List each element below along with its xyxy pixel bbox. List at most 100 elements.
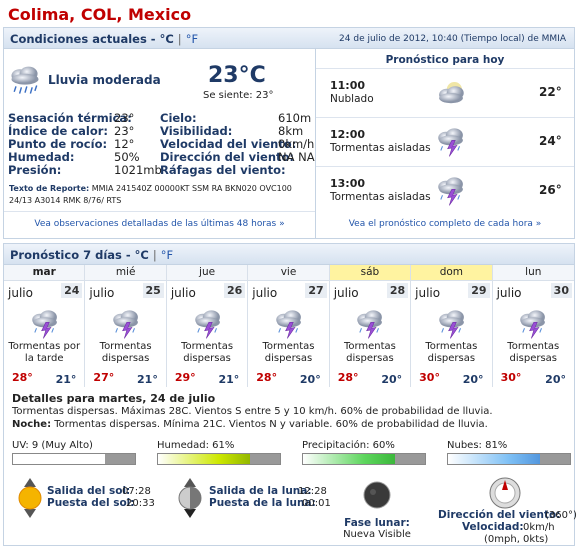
night-label: Noche: <box>12 419 52 430</box>
high: 30° <box>419 371 440 384</box>
day-condition: Tormentas por la tarde <box>8 341 81 364</box>
day-column[interactable]: vie julio 27 Tormentas dispersas 28° 20° <box>248 265 330 387</box>
day-column[interactable]: mié julio 25 Tormentas dispersas 27° 21° <box>85 265 167 387</box>
gauge-bar <box>157 453 281 465</box>
stat-value: 12° <box>114 137 135 151</box>
gauge-label: Nubes: 81% <box>447 440 508 451</box>
divider <box>316 166 574 167</box>
date: 29 <box>468 283 490 298</box>
hourly-link[interactable]: Vea el pronóstico completo de cada hora … <box>348 219 542 229</box>
month: julio <box>415 286 441 300</box>
hour-condition: Tormentas aisladas <box>330 142 431 154</box>
hour-temp: 26° <box>539 183 562 197</box>
sunrise-label: Salida del sol: <box>47 485 131 497</box>
sunset: 20:33 <box>126 498 155 509</box>
date: 30 <box>550 283 572 298</box>
gauge-rest <box>105 454 135 464</box>
date: 26 <box>223 283 246 298</box>
report-text: MMIA 241540Z 00000KT SSM RA BKN020 OVC10… <box>9 184 292 205</box>
current-box: Condiciones actuales - °C | °F 24 de jul… <box>3 27 575 239</box>
low: 20° <box>299 373 321 386</box>
sun-icon <box>18 478 42 518</box>
high: 29° <box>174 371 196 384</box>
forecast-box: Pronóstico 7 días - °C | °F mar julio 24 To… <box>3 243 577 546</box>
month: julio <box>8 286 33 300</box>
day-column[interactable]: lun julio 30 Tormentas dispersas 30° 20° <box>492 265 574 387</box>
gauge-rest <box>395 454 425 464</box>
stat-value: 0km/h <box>278 137 315 151</box>
unit-toggle[interactable]: °F <box>185 32 199 46</box>
hour-icon <box>434 76 468 110</box>
wind-icon <box>489 477 521 509</box>
day-icon <box>435 307 469 341</box>
divider <box>4 211 315 212</box>
moon-icon <box>178 478 202 518</box>
low: 20° <box>462 373 484 386</box>
day-name: jue <box>166 265 248 281</box>
day-column[interactable]: dom julio 29 Tormentas dispersas 30° 20° <box>411 265 493 387</box>
day-condition: Tormentas dispersas <box>507 341 560 364</box>
month: julio <box>170 286 196 300</box>
details-night: Noche: Tormentas dispersas. Mínima 21C. … <box>12 419 488 430</box>
stat-label: Visibilidad: <box>160 124 233 138</box>
day-column[interactable]: sáb julio 28 Tormentas dispersas 28° 20° <box>329 265 412 387</box>
day-icon <box>353 307 387 341</box>
current-icon <box>7 63 43 99</box>
day-name: dom <box>411 265 492 281</box>
moonrise: 12:28 <box>298 486 327 497</box>
stat-label: Ráfagas del viento: <box>160 163 286 177</box>
low: 20° <box>381 373 403 386</box>
hour-time: 11:00 <box>330 79 366 92</box>
hour-icon <box>434 125 468 159</box>
stat-label: Velocidad del viento: <box>160 137 297 151</box>
day-column[interactable]: jue julio 26 Tormentas dispersas 29° 21° <box>166 265 249 387</box>
unit-toggle[interactable]: °F <box>160 248 174 262</box>
gauge-bar <box>447 453 571 465</box>
heading-text: Condiciones actuales - °C <box>10 32 174 46</box>
stat-value: 23° <box>114 124 135 138</box>
stat-label: Índice de calor: <box>8 124 108 138</box>
hour-temp: 22° <box>539 85 562 99</box>
moon-phase: Nueva Visible <box>343 529 411 540</box>
low: 21° <box>218 373 240 386</box>
stat-label: Sensación térmica: <box>8 111 132 125</box>
hour-time: 13:00 <box>330 177 366 190</box>
moonset-label: Puesta de la luna: <box>209 497 316 509</box>
stat-label: Humedad: <box>8 150 75 164</box>
wind-speed-label: Velocidad: <box>462 521 524 533</box>
high: 28° <box>337 371 359 384</box>
month: julio <box>89 286 115 300</box>
gauge-label: UV: 9 (Muy Alto) <box>12 440 93 451</box>
separator: | <box>177 32 182 46</box>
stat-label: Cielo: <box>160 111 197 125</box>
day-icon <box>272 307 306 341</box>
hour-time: 12:00 <box>330 128 366 141</box>
wind-speed: 0km/h <box>523 522 555 533</box>
heading-text: Pronóstico 7 días - °C <box>10 248 149 262</box>
date: 28 <box>386 283 409 298</box>
day-icon <box>109 307 143 341</box>
stat-value: 610m <box>278 111 312 125</box>
stat-value: 1021mb <box>114 163 162 177</box>
day-condition: Tormentas dispersas <box>262 341 315 364</box>
stat-value: NA NA <box>278 150 315 164</box>
day-name: vie <box>248 265 329 281</box>
forecast-heading: Pronóstico 7 días - °C | °F <box>10 248 173 262</box>
high: 28° <box>256 371 278 384</box>
day-condition: Tormentas dispersas <box>425 341 478 364</box>
day-name: mar <box>4 265 85 281</box>
feels-like: Se siente: 23° <box>203 90 274 101</box>
report: Texto de Reporte: MMIA 241540Z 00000KT S… <box>9 183 309 207</box>
low: 21° <box>55 373 77 386</box>
observations-link[interactable]: Vea observaciones detalladas de las últi… <box>34 219 285 229</box>
night-text: Tormentas dispersas. Mínima 21C. Vientos… <box>54 419 488 430</box>
day-column[interactable]: mar julio 24 Tormentas por la tarde 28° 21° <box>4 265 86 387</box>
low: 21° <box>137 373 158 386</box>
stat-value: 50% <box>114 150 140 164</box>
moonrise-label: Salida de la luna: <box>209 485 312 497</box>
gauge-bar <box>12 453 136 465</box>
gauge-rest <box>540 454 570 464</box>
stat-label: Punto de rocío: <box>8 137 108 151</box>
date: 24 <box>61 283 83 298</box>
